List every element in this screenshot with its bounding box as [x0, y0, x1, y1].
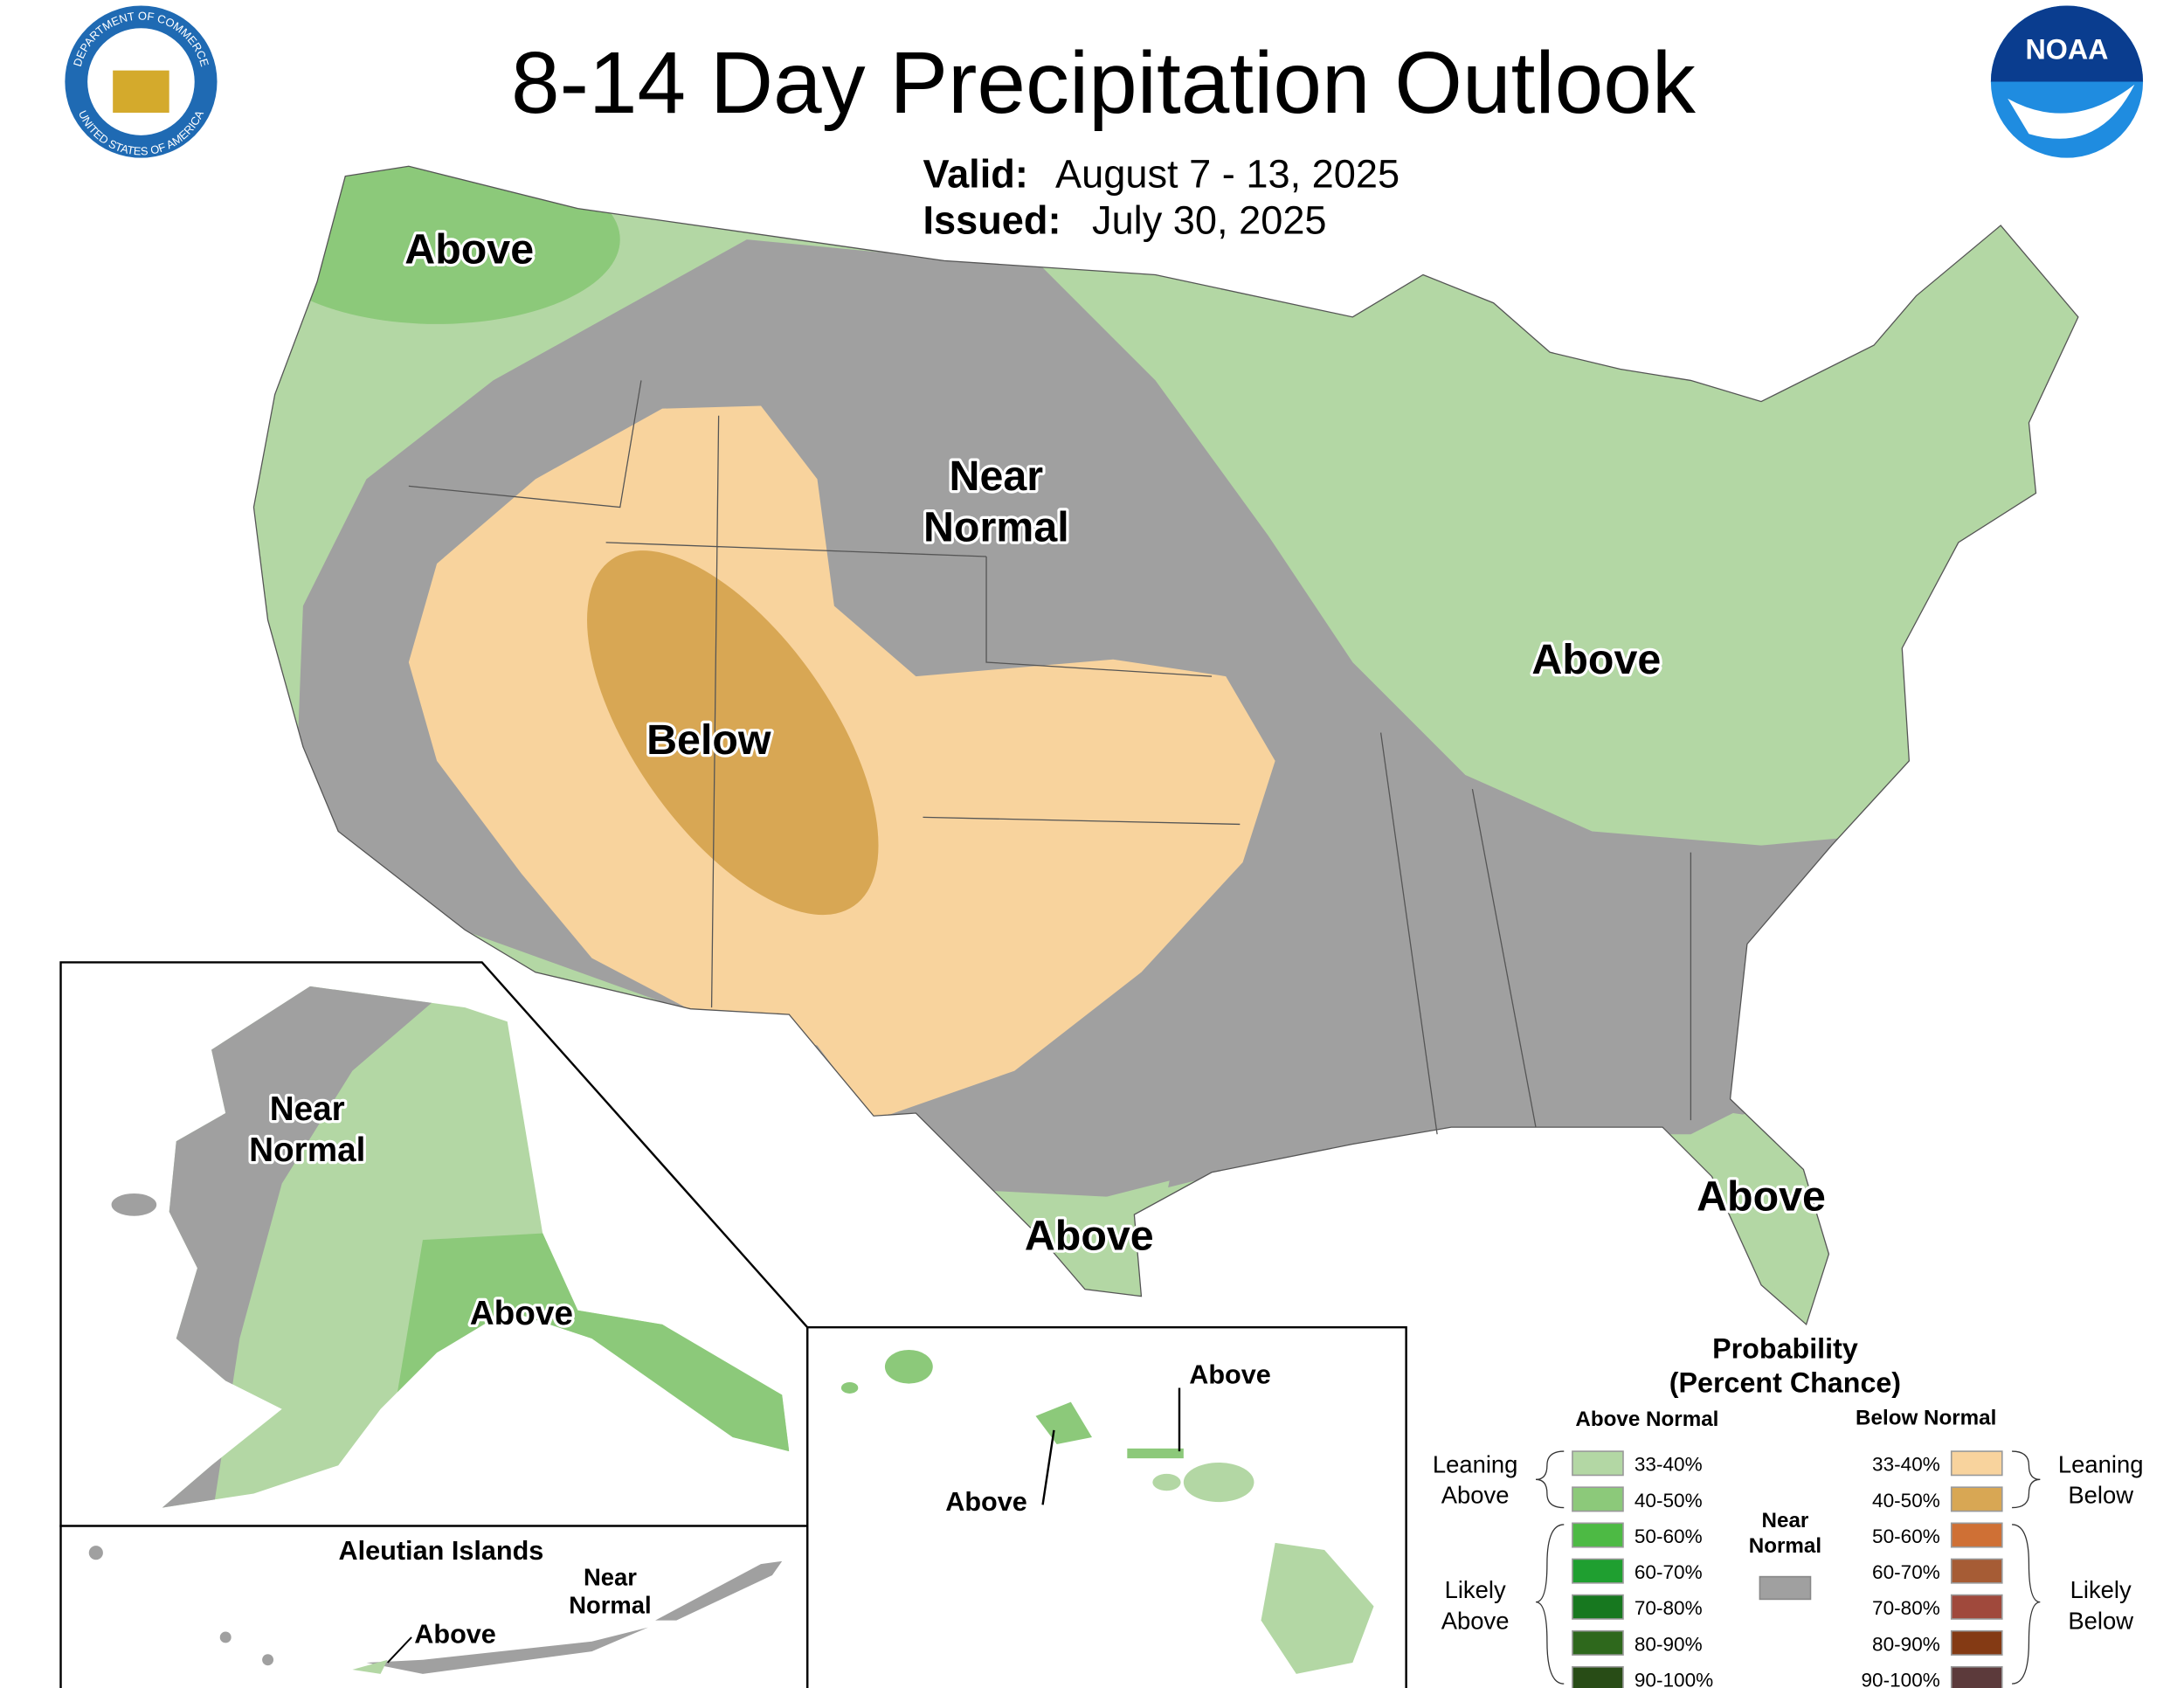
legend-swatch [1950, 1666, 2003, 1688]
map-label: Below [646, 716, 771, 764]
map-label: Above [404, 226, 534, 273]
legend-range: 60-70% [1872, 1561, 1940, 1583]
map-label: Near [270, 1090, 345, 1128]
legend-swatch [1572, 1522, 1624, 1548]
legend-subtitle: (Percent Chance) [1669, 1366, 1901, 1398]
legend-range: 70-80% [1872, 1597, 1940, 1619]
title: 8-14 Day Precipitation Outlook [511, 34, 1697, 132]
legend-range: 40-50% [1872, 1490, 1940, 1512]
legend-group: Leaning [1433, 1450, 1518, 1477]
legend-group: Likely [2070, 1576, 2132, 1603]
legend-heading: Above Normal [1575, 1408, 1718, 1431]
legend-swatch [1572, 1450, 1624, 1477]
legend-swatch [1950, 1486, 2003, 1512]
state-lines [408, 380, 1692, 1135]
legend-swatch [1572, 1666, 1624, 1688]
legend: Probability (Percent Chance) Above Norma… [1433, 1333, 2144, 1688]
legend-range: 90-100% [1862, 1669, 1940, 1688]
legend-swatch [1950, 1629, 2003, 1656]
above-40-50-region [253, 166, 620, 324]
map-label: Near [584, 1563, 637, 1590]
aleutian-inset [59, 1525, 809, 1688]
legend-title: Probability [1712, 1333, 1858, 1365]
legend-swatch [1950, 1558, 2003, 1584]
aleutian-title: Aleutian Islands [339, 1536, 544, 1566]
map-label: Above [470, 1295, 573, 1332]
map-label: Above [414, 1619, 496, 1649]
legend-heading: Below Normal [1856, 1406, 1996, 1429]
valid-dates: August 7 - 13, 2025 [1055, 151, 1400, 196]
legend-group: Leaning [2058, 1450, 2144, 1477]
below-40-50-region [587, 550, 879, 916]
map-label: Normal [249, 1131, 365, 1169]
legend-swatch [1572, 1594, 1624, 1620]
legend-range: 60-70% [1635, 1561, 1703, 1583]
noaa-logo: NOAA [1990, 5, 2144, 158]
legend-swatch [1572, 1629, 1624, 1656]
near-normal-swatch [1759, 1575, 1812, 1601]
map-label: Above [1025, 1212, 1154, 1259]
map-label: Above [1189, 1360, 1271, 1390]
legend-group: Above [1441, 1607, 1510, 1634]
map-label: Normal [569, 1592, 651, 1619]
issued-date: July 30, 2025 [1092, 198, 1327, 243]
legend-swatch [1572, 1558, 1624, 1584]
map-label: Above [945, 1487, 1027, 1517]
legend-group: Likely [1445, 1576, 1506, 1603]
legend-range: 80-90% [1635, 1633, 1703, 1655]
alaska-inset [59, 961, 809, 1527]
legend-group: Below [2068, 1482, 2133, 1509]
map-label: Above [1531, 636, 1661, 683]
legend-range: 70-80% [1635, 1597, 1703, 1619]
legend-range: 50-60% [1635, 1525, 1703, 1547]
map-label: Near [950, 453, 1044, 500]
legend-group: Above [1441, 1482, 1510, 1509]
hawaii-inset [806, 1325, 1407, 1688]
legend-range: 80-90% [1872, 1633, 1940, 1655]
legend-range: 33-40% [1872, 1454, 1940, 1476]
legend-range: 40-50% [1635, 1490, 1703, 1512]
map-label: Normal [923, 503, 1069, 550]
legend-group: Below [2068, 1607, 2133, 1634]
legend-range: 50-60% [1872, 1525, 1940, 1547]
legend-swatch [1950, 1450, 2003, 1477]
noaa-text: NOAA [2025, 34, 2108, 66]
legend-near-label: Near [1762, 1509, 1809, 1532]
doc-seal: DEPARTMENT OF COMMERCE UNITED STATES OF … [65, 5, 218, 158]
map-label: Above [1697, 1173, 1826, 1220]
legend-near-label: Normal [1749, 1534, 1821, 1558]
legend-swatch [1950, 1594, 2003, 1620]
florida-above-region [1704, 1113, 1832, 1325]
legend-range: 33-40% [1635, 1454, 1703, 1476]
legend-swatch [1572, 1486, 1624, 1512]
legend-range: 90-100% [1635, 1669, 1713, 1688]
legend-swatch [1950, 1522, 2003, 1548]
legend-braces [1535, 1450, 2041, 1685]
issued-label: Issued: [923, 198, 1061, 243]
valid-label: Valid: [923, 151, 1027, 196]
